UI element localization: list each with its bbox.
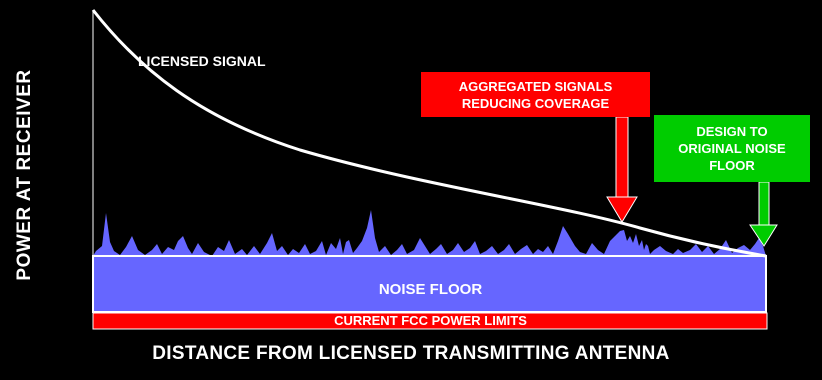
x-axis-label: DISTANCE FROM LICENSED TRANSMITTING ANTE… (152, 343, 670, 364)
licensed-signal-curve (91, 9, 767, 258)
red-arrow-head (606, 196, 638, 223)
aggregated-signals-callout: AGGREGATED SIGNALS REDUCING COVERAGE (421, 72, 650, 117)
green-arrow-head (749, 224, 778, 247)
noise-floor-label: NOISE FLOOR (378, 281, 483, 298)
red-arrow-shaft (615, 116, 629, 200)
noise-spikes (93, 210, 766, 256)
y-axis-label: POWER AT RECEIVER (14, 69, 35, 281)
design-noise-floor-callout: DESIGN TO ORIGINAL NOISE FLOOR (654, 115, 810, 182)
fcc-limits-label: CURRENT FCC POWER LIMITS (334, 313, 527, 328)
noise-floor-box (92, 255, 767, 313)
green-arrow-shaft (758, 181, 770, 227)
licensed-signal-label: LICENSED SIGNAL (138, 53, 266, 69)
fcc-limits-bar (92, 312, 768, 330)
